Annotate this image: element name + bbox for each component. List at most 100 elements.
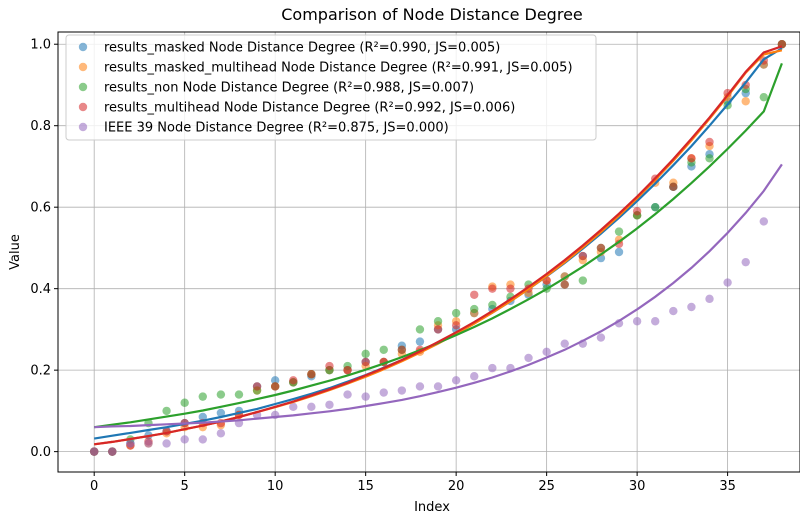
legend-marker bbox=[78, 102, 88, 112]
data-point bbox=[325, 400, 334, 409]
legend-label: IEEE 39 Node Distance Degree (R²=0.875, … bbox=[104, 121, 449, 136]
scatter-layer bbox=[89, 40, 787, 456]
data-point bbox=[705, 154, 714, 163]
data-point bbox=[289, 402, 298, 412]
data-point bbox=[741, 97, 750, 106]
x-tick-label: 30 bbox=[629, 479, 646, 494]
data-point bbox=[651, 317, 660, 326]
chart-title: Comparison of Node Distance Degree bbox=[281, 5, 583, 24]
data-point bbox=[578, 251, 588, 261]
data-point bbox=[451, 308, 461, 318]
legend-label: results_masked Node Distance Degree (R²=… bbox=[104, 41, 500, 56]
legend-label: results_non Node Distance Degree (R²=0.9… bbox=[104, 81, 474, 96]
data-point bbox=[270, 382, 280, 391]
data-point bbox=[632, 207, 642, 216]
data-point bbox=[560, 339, 569, 348]
legend: results_masked Node Distance Degree (R²=… bbox=[65, 34, 597, 141]
data-point bbox=[687, 302, 696, 312]
data-point bbox=[705, 137, 714, 147]
data-point bbox=[180, 435, 189, 444]
data-point bbox=[433, 325, 443, 334]
data-point bbox=[89, 447, 99, 456]
y-tick-label: 0.0 bbox=[30, 445, 51, 460]
data-point bbox=[614, 247, 624, 257]
x-tick-label: 0 bbox=[90, 479, 98, 494]
y-tick-label: 0.6 bbox=[30, 201, 51, 216]
data-point bbox=[488, 363, 497, 373]
data-point bbox=[415, 337, 425, 346]
data-point bbox=[216, 408, 226, 418]
legend-label: results_masked_multihead Node Distance D… bbox=[104, 61, 573, 76]
y-tick-label: 0.8 bbox=[30, 119, 51, 134]
data-point bbox=[216, 390, 226, 399]
data-point bbox=[361, 357, 370, 367]
x-tick-label: 20 bbox=[448, 479, 465, 494]
data-point bbox=[397, 386, 407, 395]
data-point bbox=[614, 227, 624, 236]
legend-marker bbox=[78, 82, 88, 92]
data-point bbox=[524, 353, 533, 363]
data-point bbox=[379, 345, 388, 354]
data-point bbox=[180, 398, 189, 407]
data-point bbox=[759, 217, 769, 226]
data-point bbox=[289, 376, 298, 385]
legend-marker bbox=[78, 62, 88, 72]
fit-line bbox=[94, 163, 783, 429]
data-point bbox=[578, 276, 588, 285]
data-point bbox=[669, 306, 678, 316]
legend-frame bbox=[65, 34, 597, 141]
x-tick-label: 25 bbox=[538, 479, 555, 494]
data-point bbox=[198, 412, 207, 422]
data-point bbox=[651, 202, 660, 212]
data-point bbox=[759, 92, 769, 102]
data-point bbox=[687, 154, 696, 163]
legend-marker bbox=[78, 42, 88, 52]
data-point bbox=[741, 257, 750, 267]
data-point bbox=[542, 347, 551, 357]
data-point bbox=[379, 388, 388, 397]
data-point bbox=[234, 390, 244, 399]
data-point bbox=[596, 243, 606, 253]
data-point bbox=[361, 392, 370, 401]
data-point bbox=[252, 382, 262, 391]
data-point bbox=[144, 439, 153, 448]
data-point bbox=[451, 376, 461, 385]
data-point bbox=[433, 317, 443, 326]
data-point bbox=[470, 304, 479, 314]
data-point bbox=[343, 365, 352, 375]
data-point bbox=[270, 376, 280, 385]
data-point bbox=[669, 182, 678, 192]
x-axis-label: Index bbox=[414, 500, 450, 515]
fit-line bbox=[94, 45, 783, 446]
data-point bbox=[488, 284, 497, 293]
data-point bbox=[198, 435, 207, 444]
data-point bbox=[162, 406, 171, 416]
data-point bbox=[470, 290, 479, 299]
x-tick-label: 15 bbox=[357, 479, 374, 494]
plot-frame bbox=[57, 31, 800, 473]
data-point bbox=[307, 402, 316, 412]
data-point bbox=[198, 392, 207, 401]
data-point bbox=[632, 317, 642, 326]
data-point bbox=[488, 300, 497, 310]
data-point bbox=[361, 349, 370, 359]
data-point bbox=[723, 278, 732, 287]
data-point bbox=[216, 429, 226, 438]
legend-label: results_multihead Node Distance Degree (… bbox=[104, 101, 515, 116]
data-point bbox=[596, 333, 606, 342]
y-tick-label: 0.4 bbox=[30, 282, 51, 297]
data-point bbox=[343, 390, 352, 399]
data-point bbox=[614, 239, 624, 249]
data-point bbox=[470, 372, 479, 381]
y-tick-label: 0.2 bbox=[30, 364, 51, 379]
tick-layer: 0 5 10 15 20 25 30 35 0.0 0.2 0.4 0.6 0.8 1.0 bbox=[30, 38, 736, 494]
legend-marker bbox=[78, 122, 88, 132]
x-tick-label: 5 bbox=[181, 479, 189, 494]
data-point bbox=[397, 345, 407, 354]
data-point bbox=[451, 321, 461, 330]
data-point bbox=[506, 284, 515, 293]
data-point bbox=[415, 382, 425, 391]
data-point bbox=[560, 280, 569, 289]
data-point bbox=[325, 361, 334, 371]
